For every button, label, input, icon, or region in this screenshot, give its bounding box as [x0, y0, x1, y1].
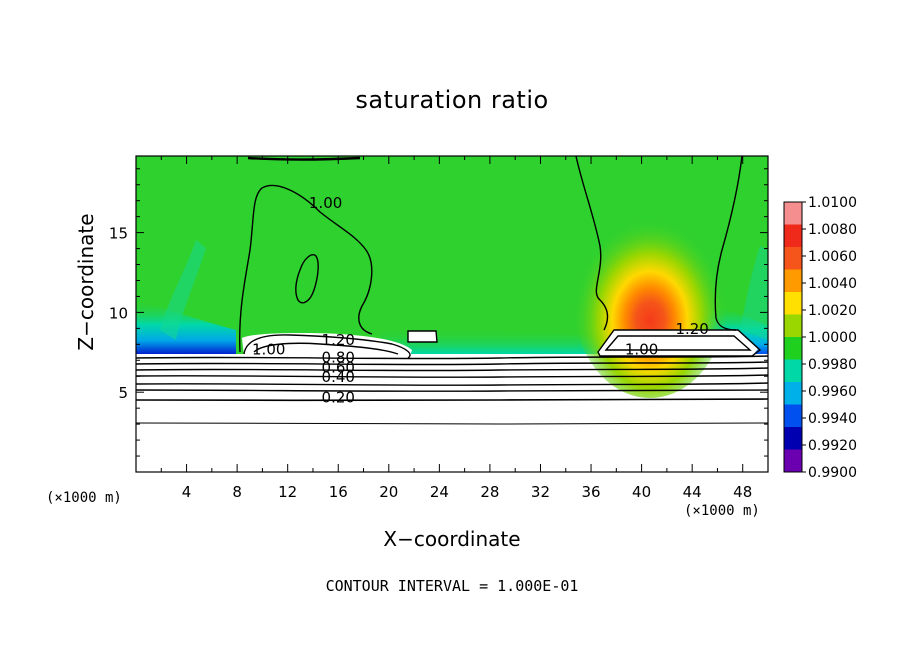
contour-label: 1.00: [625, 341, 658, 359]
y-tick-label: 5: [118, 384, 128, 402]
colorbar-swatch: [784, 359, 802, 383]
x-tick-label: 4: [182, 483, 192, 501]
colorbar-swatch: [784, 224, 802, 248]
contour-label: 0.20: [322, 389, 355, 407]
contour-label: 1.00: [309, 194, 342, 212]
contour-0.80: [136, 355, 768, 360]
plot-frame: [135, 155, 769, 473]
colorbar-label: 1.0100: [808, 195, 857, 211]
x-unit-label-right: (×1000 m): [684, 503, 760, 519]
colorbar-swatch: [784, 427, 802, 450]
contour-label: 0.40: [322, 368, 355, 386]
colorbar-swatch: [784, 314, 802, 338]
colorbar-label: 0.9920: [808, 438, 857, 454]
x-tick-label: 32: [531, 483, 550, 501]
colorbar-label: 0.9980: [808, 357, 857, 373]
y-axis: 5 10 15: [109, 168, 768, 457]
streak-right: [740, 246, 768, 340]
x-tick-label: 24: [430, 483, 449, 501]
contour-label: 0.60: [322, 358, 355, 376]
contour-0.50: [136, 374, 768, 378]
colorbar-swatch: [784, 202, 802, 225]
colorbar-label: 1.0060: [808, 249, 857, 265]
plot-area: 1.001.201.00 1.001.200.800.600.400.20: [136, 156, 768, 472]
x-tick-label: 20: [379, 483, 398, 501]
y-tick-label: 10: [109, 304, 128, 322]
colorbar-swatch: [784, 269, 802, 293]
contour-labels: 1.001.201.00 1.001.200.800.600.400.20: [252, 194, 709, 407]
contour-cloud-right-inner: [604, 335, 752, 351]
colorbar: 1.0100 1.0080 1.0060 1.0040 1.0020 1.0000 0.99…: [783, 195, 857, 481]
contour-0.30: [136, 389, 768, 392]
colorbar-swatch: [784, 292, 802, 315]
colorbar-label: 0.9960: [808, 384, 857, 400]
contour-0.40: [136, 382, 768, 386]
y-tick-label: 15: [109, 225, 128, 243]
x-axis-label: X−coordinate: [383, 527, 521, 551]
y-axis-label: Z−coordinate: [74, 213, 98, 351]
contour-cloud-left-inner: [253, 342, 399, 355]
x-tick-label: 12: [278, 483, 297, 501]
contour-1.00-left: [238, 184, 373, 353]
colorbar-label: 0.9940: [808, 411, 857, 427]
contour-0.20: [136, 398, 768, 402]
contour-1.00-right-a: [575, 156, 609, 331]
contour-1.00-island: [295, 254, 319, 304]
x-tick-label: 16: [329, 483, 348, 501]
x-tick-label: 40: [632, 483, 651, 501]
x-tick-label: 8: [232, 483, 242, 501]
contour-top: [247, 156, 361, 161]
colorbar-label: 1.0080: [808, 222, 857, 238]
colorbar-swatch: [784, 404, 802, 428]
contour-cloud-small: [407, 330, 438, 343]
streak-left: [160, 240, 206, 340]
colorbar-label: 1.0040: [808, 276, 857, 292]
low-band-left: [136, 300, 236, 354]
contour-0.10: [136, 422, 768, 425]
x-unit-label-left: (×1000 m): [46, 490, 122, 506]
colorbar-swatch: [784, 449, 802, 473]
colorbar-swatch: [784, 337, 802, 360]
contour-label: 0.80: [322, 349, 355, 367]
chart-title: saturation ratio: [355, 86, 549, 114]
contour-cloud-right-outer: [597, 329, 762, 357]
contour-interval-note: CONTOUR INTERVAL = 1.000E-01: [325, 577, 579, 595]
x-axis: 4 8 12 16 20 24 28 32 36 40 44 48: [160, 156, 752, 501]
contour-label: 1.20: [675, 320, 708, 338]
colorbar-label: 0.9900: [808, 465, 857, 481]
x-tick-label: 48: [733, 483, 752, 501]
x-tick-label: 28: [480, 483, 499, 501]
colorbar-swatch: [784, 247, 802, 270]
colorbar-swatch: [784, 382, 802, 405]
contour-0.60: [136, 367, 768, 372]
contour-label: 1.20: [322, 331, 355, 349]
contour-lines: [136, 156, 768, 425]
x-tick-label: 44: [683, 483, 702, 501]
x-tick-label: 36: [581, 483, 600, 501]
contour-cloud-left-outer: [243, 334, 411, 359]
contour-0.70: [136, 361, 768, 366]
colorbar-label: 1.0020: [808, 303, 857, 319]
contour-1.00-right-b: [714, 156, 743, 331]
contour-label: 1.00: [252, 341, 285, 359]
colorbar-label: 1.0000: [808, 330, 857, 346]
cloud-block-small: [408, 331, 437, 342]
